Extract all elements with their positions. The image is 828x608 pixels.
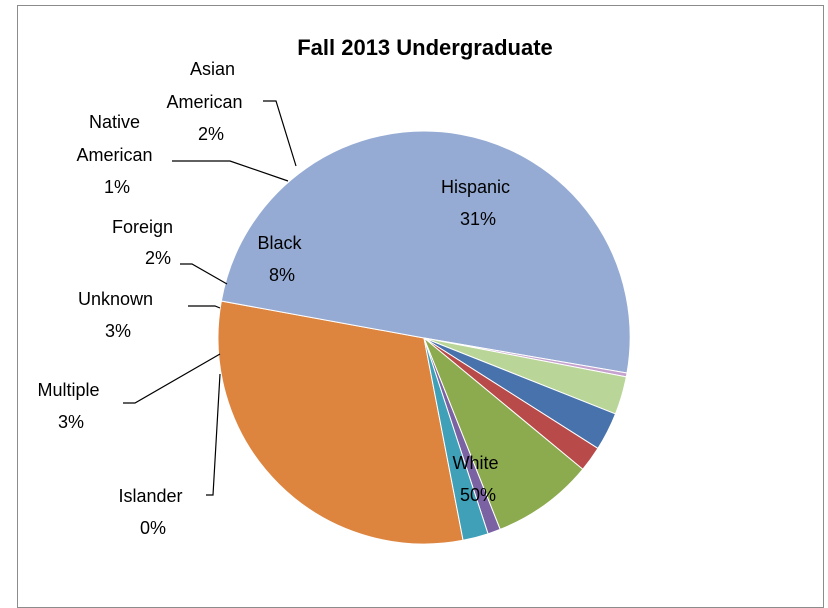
label-islander: Islander 0% xyxy=(118,486,187,538)
pie-slices xyxy=(217,130,631,545)
label-hispanic: Hispanic 31% xyxy=(441,177,515,229)
pie-slice-hispanic xyxy=(217,300,464,545)
pie-slice-asian-american xyxy=(423,337,489,541)
leader-multiple xyxy=(123,353,221,404)
chart-title: Fall 2013 Undergraduate xyxy=(297,35,553,60)
pie-slice-white xyxy=(220,130,631,374)
label-foreign: Foreign 2% xyxy=(112,217,178,268)
label-asian-american: Asian American 2% xyxy=(166,59,247,144)
label-unknown: Unknown 3% xyxy=(78,289,158,341)
label-native-american: Native American 1% xyxy=(76,112,157,197)
leader-unknown xyxy=(188,305,221,309)
label-multiple: Multiple 3% xyxy=(37,380,104,432)
leader-foreign xyxy=(180,263,228,285)
pie-slice-black xyxy=(423,337,584,531)
leader-asian-american xyxy=(263,100,297,167)
leader-islander xyxy=(206,373,221,496)
label-black: Black 8% xyxy=(257,233,306,285)
leader-native-american xyxy=(172,160,289,182)
label-white: White 50% xyxy=(452,453,503,505)
